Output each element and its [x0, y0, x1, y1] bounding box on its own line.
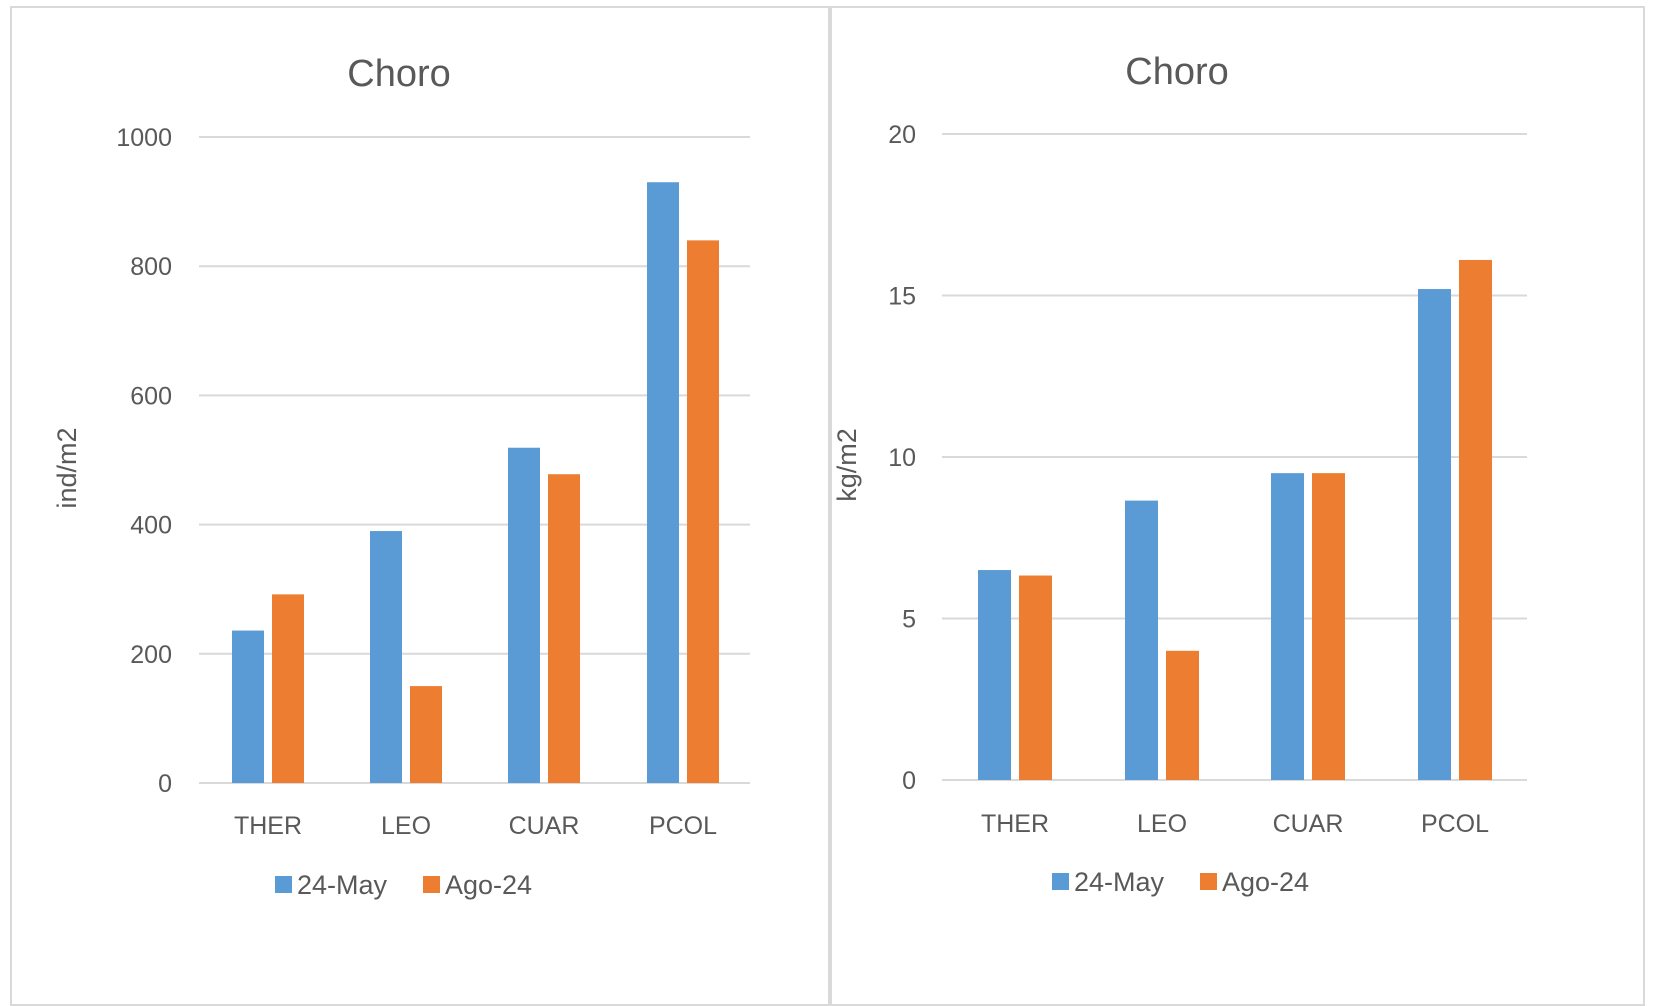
chart-panel-density: Choro 0 200 400 600 800 1000 ind/m2 THER LEO CUAR P…	[10, 6, 830, 1006]
y-tick-label: 600	[130, 382, 172, 410]
chart-title: Choro	[347, 53, 451, 95]
y-tick-label: 400	[130, 512, 172, 540]
bar-leo-ago-24	[410, 686, 442, 783]
bar-pcol-ago-24	[1459, 259, 1492, 781]
legend-swatch	[1052, 873, 1069, 890]
y-tick-label: 5	[902, 606, 916, 634]
bar-ther-24-may	[978, 570, 1011, 780]
chart-title: Choro	[1125, 51, 1229, 93]
x-tick-label: CUAR	[1273, 810, 1344, 838]
bar-ther-ago-24	[272, 594, 304, 783]
bar-ther-ago-24	[1019, 575, 1052, 780]
x-tick-label: PCOL	[1421, 810, 1489, 838]
x-tick-label: LEO	[381, 812, 431, 840]
x-tick-label: CUAR	[509, 812, 580, 840]
bar-leo-24-may	[370, 531, 402, 783]
bar-pcol-ago-24	[687, 240, 719, 784]
bar-cuar-24-may	[1271, 473, 1304, 780]
x-tick-label: PCOL	[649, 812, 717, 840]
legend-swatch	[275, 876, 292, 893]
legend-swatch	[1200, 873, 1217, 890]
x-tick-label: THER	[234, 812, 302, 840]
x-tick-label: LEO	[1137, 810, 1187, 838]
y-tick-label: 800	[130, 253, 172, 281]
y-tick-label: 20	[888, 121, 916, 149]
chart-panel-biomass: Choro 0 5 10 15 20 kg/m2 THER LEO CUAR PCOL 24-May A…	[830, 6, 1645, 1006]
y-tick-label: 15	[888, 283, 916, 311]
y-tick-label: 0	[902, 767, 916, 795]
legend-swatch	[423, 876, 440, 893]
x-tick-label: THER	[981, 810, 1049, 838]
legend-label: 24-May	[297, 870, 388, 900]
chart-biomass: Choro 0 5 10 15 20 kg/m2 THER LEO CUAR PCOL 24-May A…	[832, 51, 1527, 897]
bar-ther-24-may	[232, 630, 264, 783]
y-tick-label: 200	[130, 641, 172, 669]
bar-cuar-24-may	[508, 447, 540, 783]
chart-density: Choro 0 200 400 600 800 1000 ind/m2 THER LEO CUAR P…	[52, 53, 750, 900]
bar-leo-24-may	[1125, 500, 1158, 780]
y-tick-label: 0	[158, 770, 172, 798]
bar-cuar-ago-24	[1312, 473, 1345, 780]
bar-pcol-24-may	[647, 182, 679, 784]
bar-pcol-24-may	[1418, 289, 1451, 780]
bar-cuar-ago-24	[548, 474, 580, 783]
y-tick-label: 10	[888, 444, 916, 472]
y-axis-label: kg/m2	[832, 428, 862, 502]
legend-label: 24-May	[1074, 867, 1165, 897]
legend-label: Ago-24	[1222, 867, 1309, 897]
bar-leo-ago-24	[1166, 650, 1199, 780]
y-tick-label: 1000	[116, 124, 172, 152]
legend-label: Ago-24	[445, 870, 532, 900]
y-axis-label: ind/m2	[52, 427, 82, 508]
